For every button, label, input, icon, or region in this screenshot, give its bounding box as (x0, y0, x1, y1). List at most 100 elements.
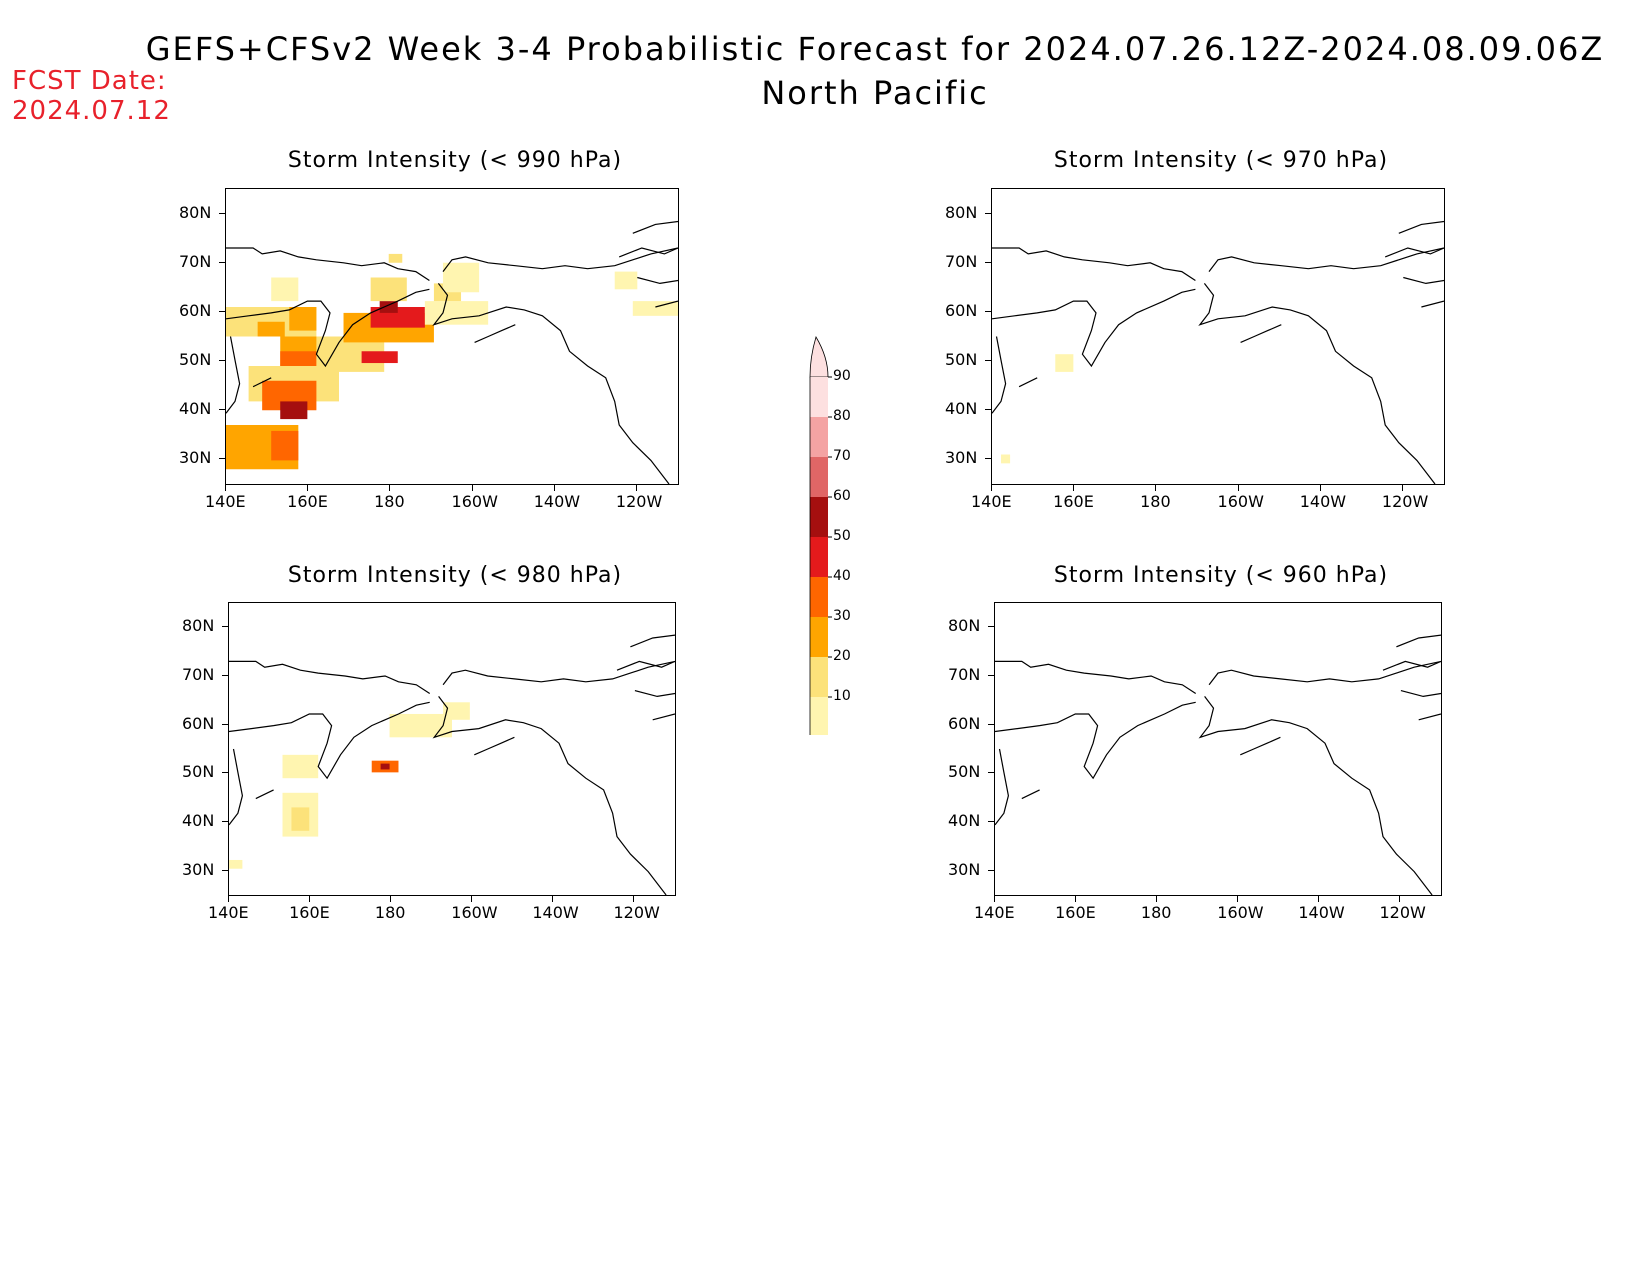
y-tick (985, 310, 991, 312)
x-tick (228, 896, 229, 902)
colorbar-swatch (810, 657, 828, 697)
coastline (432, 696, 667, 895)
x-tick (1155, 485, 1157, 491)
y-tick-label: 80N (179, 202, 212, 222)
map-980 (228, 602, 676, 896)
colorbar-swatch (810, 457, 828, 497)
probability-cell (282, 754, 319, 779)
coastline (229, 748, 244, 826)
y-tick-label: 30N (179, 448, 212, 468)
y-tick (219, 409, 225, 411)
panel-title-980: Storm Intensity (< 980 hPa) (287, 563, 623, 588)
probability-cell (289, 307, 317, 331)
coastline (1240, 324, 1282, 343)
colorbar-swatch (810, 377, 828, 417)
colorbar-swatch (810, 617, 828, 657)
y-tick (222, 723, 228, 725)
map-960 (994, 602, 1442, 896)
y-tick (219, 360, 225, 362)
coastline (1198, 283, 1436, 484)
x-tick-label: 160E (1053, 492, 1094, 511)
coastline (992, 288, 1196, 368)
probability-cell (632, 301, 678, 316)
map-canvas (229, 634, 675, 895)
y-tick (985, 458, 991, 460)
y-tick (985, 409, 991, 411)
coastline (995, 701, 1196, 780)
x-tick-label: 140W (532, 903, 579, 922)
x-tick (991, 485, 992, 491)
colorbar-label: 60 (833, 488, 851, 504)
probability-cell (388, 253, 403, 263)
x-tick (471, 485, 473, 491)
probability-cell (370, 277, 407, 302)
y-tick-label: 70N (948, 665, 981, 684)
coastline (637, 276, 678, 285)
x-tick (1319, 485, 1321, 491)
colorbar-label: 40 (833, 568, 851, 584)
x-tick-label: 120W (613, 903, 660, 922)
coastline (992, 336, 1007, 414)
x-tick (390, 896, 392, 902)
x-tick-label: 120W (1379, 903, 1426, 922)
coastline (995, 748, 1010, 826)
y-tick (988, 626, 994, 628)
coastline (474, 736, 515, 756)
x-tick (1399, 896, 1401, 902)
x-tick (635, 485, 637, 491)
y-tick (988, 675, 994, 676)
coastline (432, 283, 670, 484)
x-tick (553, 485, 555, 491)
y-tick-label: 60N (179, 300, 212, 320)
y-tick (985, 360, 991, 362)
coastline (655, 300, 678, 308)
region-title: North Pacific (761, 74, 989, 112)
x-tick (994, 896, 995, 902)
coastline (1240, 736, 1281, 756)
y-tick-label: 60N (945, 300, 978, 320)
map-canvas (226, 220, 678, 484)
probability-cell (257, 321, 285, 337)
coastline (226, 336, 241, 414)
x-tick-label: 140W (1299, 492, 1347, 511)
x-tick-label: 180 (1140, 903, 1172, 922)
coastline (1198, 696, 1433, 895)
coastline (442, 660, 675, 686)
y-tick-label: 70N (182, 665, 215, 684)
coastline (992, 247, 1196, 282)
y-tick (985, 261, 991, 263)
x-tick (1237, 896, 1239, 902)
x-tick-label: 160E (289, 903, 330, 922)
probability-cell (361, 351, 398, 364)
x-tick (633, 896, 635, 902)
map-990 (225, 188, 679, 485)
probability-cell (380, 763, 390, 770)
x-tick-label: 160E (287, 492, 328, 511)
y-tick-label: 30N (182, 859, 215, 879)
x-tick-label: 180 (1140, 492, 1171, 511)
y-tick-label: 30N (948, 859, 981, 879)
coastline (652, 713, 675, 721)
y-tick-label: 40N (182, 811, 215, 830)
y-tick (222, 772, 228, 774)
map-970 (991, 188, 1445, 485)
probability-cell (280, 401, 308, 420)
y-tick-label: 50N (179, 350, 212, 370)
coastline (1018, 377, 1038, 388)
colorbar-swatch (810, 497, 828, 537)
probability-cell (1001, 454, 1011, 464)
x-tick-label: 160W (1217, 903, 1264, 922)
colorbar-swatch (810, 577, 828, 617)
x-tick (1237, 485, 1239, 491)
coastline (630, 634, 675, 648)
colorbar-label: 70 (833, 448, 851, 464)
probability-cell (291, 807, 310, 831)
coastline (252, 377, 272, 388)
probability-cell (229, 859, 243, 869)
x-tick (1156, 896, 1158, 902)
y-tick-label: 80N (182, 616, 215, 636)
x-tick-label: 160W (451, 903, 498, 922)
coastline (1021, 789, 1040, 800)
x-tick (1073, 485, 1075, 491)
coastline (632, 220, 678, 234)
